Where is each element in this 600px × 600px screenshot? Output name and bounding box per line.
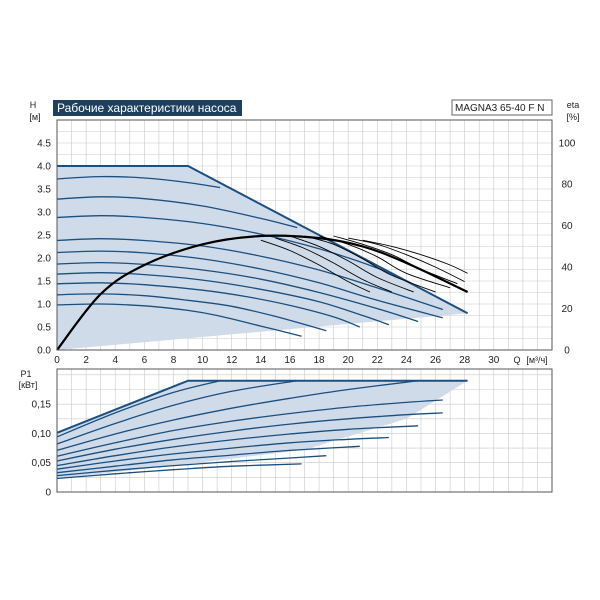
power-curve xyxy=(56,463,302,480)
head-curve xyxy=(56,303,302,337)
y-tick-label: 0.0 xyxy=(37,346,51,357)
efficiency-curve xyxy=(289,235,414,293)
efficiency-curve xyxy=(318,235,451,289)
x-tick-label: 12 xyxy=(226,355,238,366)
x-tick-label: 0 xyxy=(54,355,60,366)
y-tick-label: 2.0 xyxy=(37,254,51,265)
y-tick-label: 1.0 xyxy=(37,300,51,311)
power-area-fill xyxy=(57,380,468,479)
power-envelope xyxy=(57,380,468,479)
power-tick-label: 0,15 xyxy=(32,400,52,411)
x-tick-label: 14 xyxy=(255,355,267,366)
x-tick-label: 22 xyxy=(372,355,384,366)
y-tick-label: 3.5 xyxy=(37,185,51,196)
y2-tick-label: 20 xyxy=(561,304,573,315)
power-axis-unit: [кВт] xyxy=(19,380,38,390)
y-tick-label: 4.5 xyxy=(37,139,51,150)
y-tick-label: 1.5 xyxy=(37,277,51,288)
efficiency-curve xyxy=(304,235,436,293)
y2-axis-title: eta xyxy=(567,100,580,110)
x-axis-title: Q xyxy=(513,355,520,365)
efficiency-curve xyxy=(348,237,465,283)
power-plot-border xyxy=(56,368,553,493)
y2-tick-label: 100 xyxy=(559,138,576,149)
y2-tick-label: 60 xyxy=(561,221,573,232)
head-envelope xyxy=(57,166,468,350)
y2-tick-label: 40 xyxy=(561,263,573,274)
head-axis-labels: 0 2 4 6 8 10 12 14 16 18 20 22 24 26 28 300.00.51.01.52… xyxy=(37,138,576,366)
efficiency-curve xyxy=(362,239,468,274)
head-chart-frame xyxy=(56,119,553,351)
power-curves xyxy=(56,379,468,480)
x-tick-label: 2 xyxy=(83,355,89,366)
x-tick-label: 18 xyxy=(313,355,325,366)
power-curve xyxy=(56,399,443,457)
y-axis-unit: [м] xyxy=(29,112,40,122)
x-tick-label: 30 xyxy=(488,355,500,366)
power-tick-label: 0 xyxy=(45,488,51,499)
head-curves xyxy=(56,165,469,337)
power-curve xyxy=(56,380,298,445)
y-tick-label: 4.0 xyxy=(37,162,51,173)
head-plot-border xyxy=(56,119,553,351)
head-curve xyxy=(56,175,221,189)
x-tick-label: 26 xyxy=(430,355,442,366)
x-axis-unit: [м³/ч] xyxy=(526,355,547,365)
head-curve xyxy=(56,272,390,326)
power-tick-label: 0,10 xyxy=(32,429,52,440)
head-curve xyxy=(56,196,298,229)
y-axis-title: H xyxy=(30,100,37,110)
head-curve xyxy=(56,215,419,288)
power-curve xyxy=(56,455,327,477)
efficiency-curve xyxy=(260,239,371,293)
chart-title: Рабочие характеристики насоса xyxy=(57,101,237,115)
y2-axis-unit: [%] xyxy=(566,112,579,122)
head-curve xyxy=(56,282,361,328)
power-curve xyxy=(56,380,221,438)
head-curve xyxy=(56,261,419,323)
x-tick-label: 6 xyxy=(142,355,148,366)
x-tick-label: 8 xyxy=(171,355,177,366)
y-tick-label: 2.5 xyxy=(37,231,51,242)
power-axis-title: P1 xyxy=(20,369,31,379)
power-curve xyxy=(56,380,419,452)
model-label-box xyxy=(451,99,553,116)
model-label: MAGNA3 65-40 F N xyxy=(455,103,544,114)
efficiency-curve-main xyxy=(56,234,469,351)
x-tick-label: 24 xyxy=(401,355,413,366)
operating-area-fill xyxy=(57,166,468,350)
y-tick-label: 0.5 xyxy=(37,323,51,334)
power-axis-labels: 0 0,05 0,10 0,15 xyxy=(32,400,52,499)
x-tick-label: 28 xyxy=(459,355,471,366)
y2-tick-label: 80 xyxy=(561,180,573,191)
power-chart-frame xyxy=(56,368,553,493)
power-curve xyxy=(56,412,443,462)
x-tick-label: 16 xyxy=(284,355,296,366)
efficiency-curves xyxy=(56,234,469,351)
power-curve xyxy=(56,445,360,474)
max-curve xyxy=(57,165,469,315)
head-curve xyxy=(56,250,443,319)
head-curve xyxy=(56,238,444,311)
power-tick-label: 0,05 xyxy=(32,458,52,469)
efficiency-curve xyxy=(333,235,458,285)
max-power-curve xyxy=(56,379,468,434)
x-tick-label: 10 xyxy=(197,355,209,366)
x-tick-label: 20 xyxy=(343,355,355,366)
title-background xyxy=(53,100,242,116)
y-tick-label: 3.0 xyxy=(37,208,51,219)
power-curve xyxy=(56,436,389,470)
efficiency-curve xyxy=(275,237,393,293)
x-tick-label: 4 xyxy=(112,355,118,366)
y2-tick-label: 0 xyxy=(564,346,570,357)
power-curve xyxy=(56,425,419,467)
